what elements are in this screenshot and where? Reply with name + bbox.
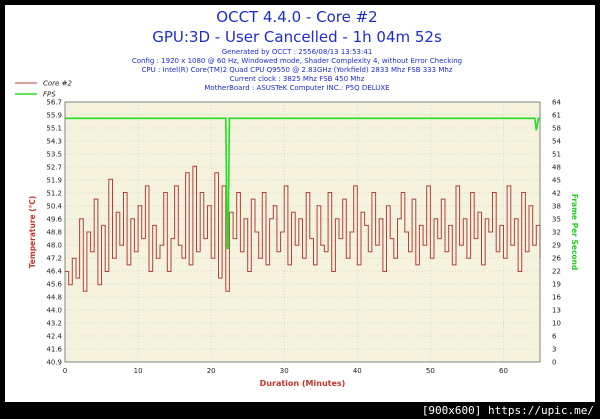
y-right-tick-label: 61	[552, 112, 561, 120]
x-tick-label: 0	[63, 367, 67, 375]
x-tick-label: 50	[426, 367, 435, 375]
legend: Core #2 FPS	[15, 80, 72, 99]
y-right-tick-label: 6	[552, 333, 557, 341]
y-left-tick-label: 53.5	[46, 151, 62, 159]
y-left-tick-label: 48.0	[46, 242, 62, 250]
y-left-tick-label: 45.6	[46, 281, 62, 289]
legend-label-fps: FPS	[43, 91, 56, 99]
y-right-tick-label: 54	[552, 138, 561, 146]
plot-border	[64, 101, 541, 363]
footer-watermark: [900x600] https://upic.me/	[421, 404, 594, 417]
y-axis-left-ticks: 40.9 41.6 42.4 43.2 44.0 44.8 45.6 46.4 47.2 48.0…	[46, 99, 62, 367]
y-right-tick-label: 32	[552, 229, 561, 237]
y-right-tick-label: 38	[552, 203, 561, 211]
y-right-tick-label: 35	[552, 216, 561, 224]
y-left-tick-label: 54.3	[46, 138, 62, 146]
x-tick-label: 10	[134, 367, 143, 375]
y-left-tick-label: 43.2	[46, 320, 62, 328]
y-right-tick-label: 13	[552, 307, 561, 315]
y-right-tick-label: 26	[552, 255, 561, 263]
y-right-tick-label: 48	[552, 164, 561, 172]
info-cpu: CPU : Intel(R) Core(TM)2 Quad CPU Q9550 …	[142, 66, 453, 74]
y-left-tick-label: 49.6	[46, 216, 62, 224]
y-axis-left-label: Temperature (°C)	[28, 196, 37, 269]
legend-label-core2: Core #2	[43, 80, 72, 88]
x-tick-label: 40	[353, 367, 362, 375]
y-left-tick-label: 51.9	[46, 177, 62, 185]
x-axis-ticks: 0 10 20 30 40 50 60	[63, 367, 508, 375]
y-left-tick-label: 55.9	[46, 112, 62, 120]
info-config: Config : 1920 x 1080 @ 60 Hz, Windowed m…	[132, 57, 462, 65]
chart-title: OCCT 4.4.0 - Core #2	[216, 8, 377, 26]
y-left-tick-label: 40.9	[46, 359, 62, 367]
y-axis-right-ticks: 0 3 6 10 13 16 19 22 26 29 32 35 38 42 45 48 51 54 58 61 64	[552, 99, 561, 367]
y-right-tick-label: 29	[552, 242, 561, 250]
y-right-tick-label: 51	[552, 151, 561, 159]
y-axis-right-label: Frame Per Second	[570, 194, 579, 271]
x-tick-label: 60	[499, 367, 508, 375]
y-right-tick-label: 16	[552, 294, 561, 302]
y-right-tick-label: 58	[552, 125, 561, 133]
y-right-tick-label: 10	[552, 320, 561, 328]
y-left-tick-label: 50.4	[46, 203, 62, 211]
x-tick-label: 20	[207, 367, 216, 375]
y-left-tick-label: 44.8	[46, 294, 62, 302]
y-left-tick-label: 42.4	[46, 333, 62, 341]
y-right-tick-label: 0	[552, 359, 556, 367]
chart-subtitle: GPU:3D - User Cancelled - 1h 04m 52s	[152, 28, 442, 46]
chart-frame: OCCT 4.4.0 - Core #2 GPU:3D - User Cance…	[5, 5, 595, 402]
y-right-tick-label: 42	[552, 190, 561, 198]
info-generated: Generated by OCCT : 2556/08/13 13:53:41	[222, 48, 373, 56]
y-right-tick-label: 64	[552, 99, 561, 107]
y-left-tick-label: 41.6	[46, 346, 62, 354]
y-left-tick-label: 44.0	[46, 307, 62, 315]
x-axis-label: Duration (Minutes)	[260, 379, 346, 388]
info-motherboard: MotherBoard : ASUSTeK Computer INC.: P5Q…	[204, 84, 389, 92]
temperature-fps-chart: OCCT 4.4.0 - Core #2 GPU:3D - User Cance…	[15, 8, 579, 388]
x-tick-label: 30	[280, 367, 289, 375]
y-left-tick-label: 48.8	[46, 229, 62, 237]
y-right-tick-label: 19	[552, 281, 561, 289]
y-left-tick-label: 51.2	[46, 190, 62, 198]
y-right-tick-label: 3	[552, 346, 556, 354]
y-left-tick-label: 47.2	[46, 255, 62, 263]
y-right-tick-label: 45	[552, 177, 561, 185]
series-line-core2	[65, 165, 541, 292]
y-left-tick-label: 56.7	[46, 99, 62, 107]
series-line-fps	[65, 117, 540, 250]
y-right-tick-label: 22	[552, 268, 561, 276]
info-current-clock: Current clock : 3825 Mhz FSB 450 Mhz	[230, 75, 365, 83]
y-left-tick-label: 52.7	[46, 164, 62, 172]
y-left-tick-label: 46.4	[46, 268, 62, 276]
y-left-tick-label: 55.1	[46, 125, 62, 133]
